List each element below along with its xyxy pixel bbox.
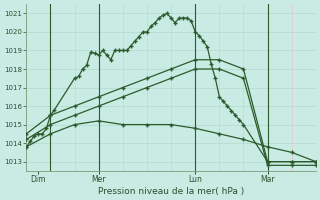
X-axis label: Pression niveau de la mer( hPa ): Pression niveau de la mer( hPa ) (98, 187, 244, 196)
